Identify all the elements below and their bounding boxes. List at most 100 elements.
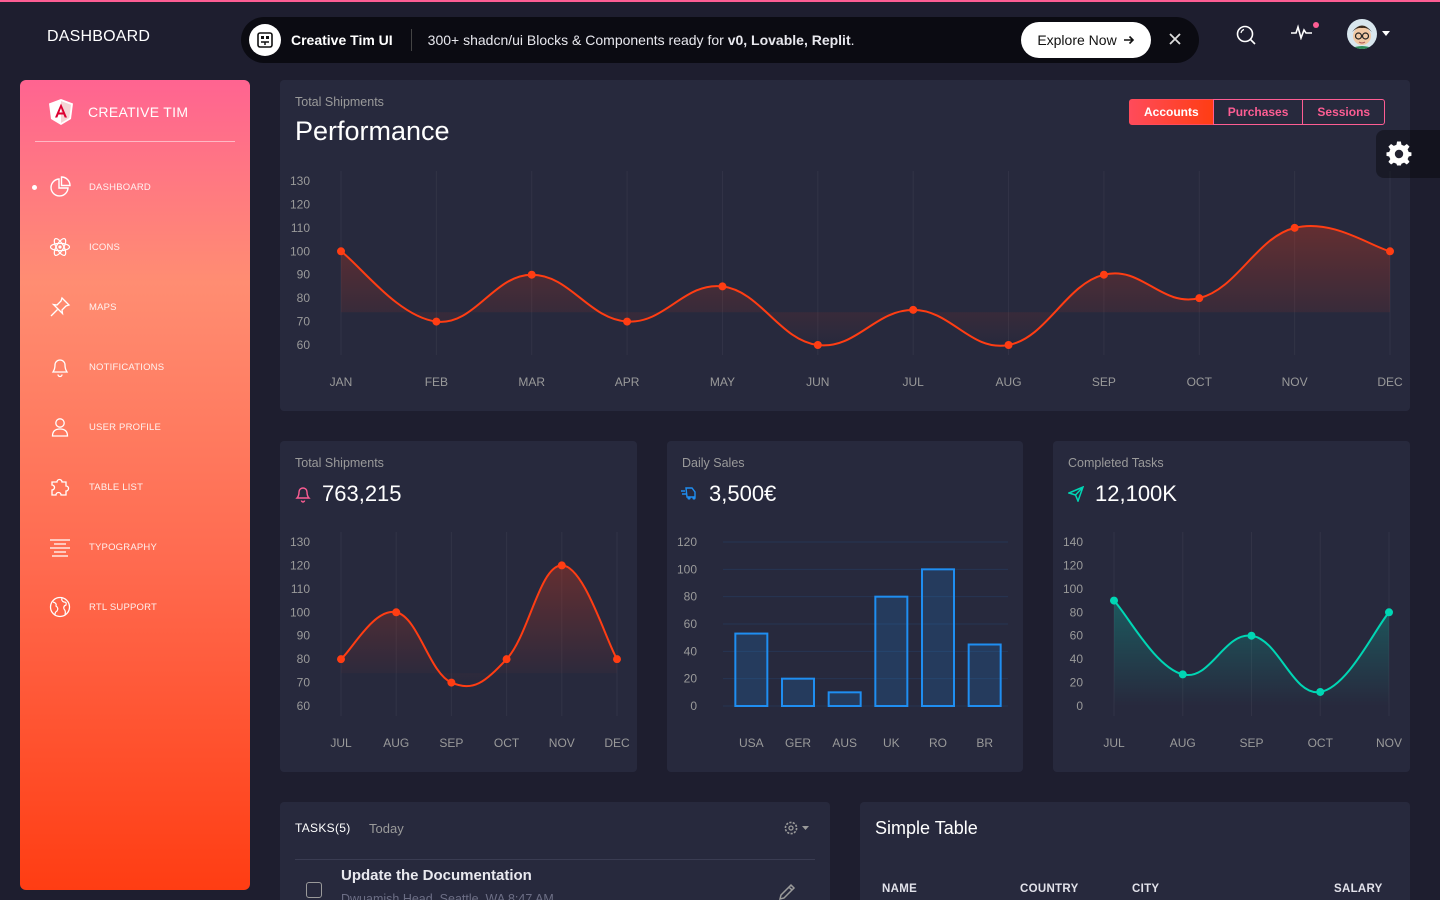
tasks-subtitle: Today xyxy=(369,821,404,836)
close-icon[interactable] xyxy=(1165,29,1185,49)
sidebar-item-table-list[interactable]: TABLE LIST xyxy=(20,467,250,507)
tasks-card: TASKS(5) Today Update the Documentation … xyxy=(280,802,830,900)
task-checkbox[interactable] xyxy=(306,882,322,898)
bell-icon xyxy=(295,487,311,503)
x-tick-label: OCT xyxy=(1308,736,1334,750)
tasks-line-chart: 0 20 40 60 80 100 120 140 JUL AUG SEP OCT NOV xyxy=(1063,532,1402,750)
sidebar-item-maps[interactable]: MAPS xyxy=(20,287,250,327)
x-tick-label: JUL xyxy=(903,375,925,389)
y-tick-label: 70 xyxy=(297,676,311,690)
sidebar-item-label: NOTIFICATIONS xyxy=(89,361,165,373)
explore-now-button[interactable]: Explore Now xyxy=(1021,22,1151,58)
navbar-brand[interactable]: DASHBOARD xyxy=(47,28,151,45)
y-tick-label: 130 xyxy=(290,535,310,549)
y-tick-label: 20 xyxy=(1070,676,1084,690)
bar-group xyxy=(827,691,862,707)
tab-sessions[interactable]: Sessions xyxy=(1302,99,1386,125)
data-point xyxy=(432,317,441,326)
data-point xyxy=(613,655,621,664)
notification-dot xyxy=(1313,22,1319,28)
world-icon xyxy=(49,596,71,618)
completed-tasks-card: Completed Tasks 12,100K 0 20 40 60 80 100 120 1… xyxy=(1053,441,1410,772)
align-center-icon xyxy=(50,539,70,557)
data-point xyxy=(1110,596,1118,605)
data-point xyxy=(1247,631,1256,640)
sidebar-divider xyxy=(35,141,235,142)
y-tick-label: 140 xyxy=(1063,535,1083,549)
x-tick-label: NOV xyxy=(1282,375,1308,389)
avatar[interactable] xyxy=(1347,19,1377,49)
y-tick-label: 60 xyxy=(297,699,311,713)
sidebar-item-typography[interactable]: TYPOGRAPHY xyxy=(20,527,250,567)
data-point xyxy=(527,270,536,279)
bar xyxy=(781,677,815,708)
x-tick-label: MAR xyxy=(518,375,545,389)
x-tick-label: OCT xyxy=(1187,375,1213,389)
y-tick-label: 110 xyxy=(291,221,310,235)
fixed-plugin-button[interactable] xyxy=(1376,130,1440,178)
activity-icon[interactable] xyxy=(1290,24,1314,40)
sidebar-item-label: ICONS xyxy=(89,241,121,253)
sidebar-item-user-profile[interactable]: USER PROFILE xyxy=(20,407,250,447)
y-tick-label: 80 xyxy=(684,590,698,604)
x-tick-label: NOV xyxy=(1376,736,1402,750)
sidebar-item-label: RTL SUPPORT xyxy=(89,601,158,613)
x-tick-label: MAY xyxy=(710,375,735,389)
x-tick-label: JUL xyxy=(330,736,352,750)
x-tick-label: JAN xyxy=(330,375,353,389)
kpi-value: 763,215 xyxy=(322,481,402,506)
y-tick-label: 120 xyxy=(1063,558,1083,572)
sidebar-item-dashboard[interactable]: DASHBOARD xyxy=(20,167,250,207)
column-header-city[interactable]: CITY xyxy=(1132,883,1160,895)
puzzle-icon xyxy=(51,478,70,496)
data-point xyxy=(1178,670,1187,679)
data-point xyxy=(909,305,918,314)
x-tick-label: JUL xyxy=(1103,736,1125,750)
caret-down-icon[interactable] xyxy=(1382,31,1390,36)
y-tick-label: 60 xyxy=(684,617,698,631)
y-tick-label: 40 xyxy=(1070,652,1084,666)
data-point xyxy=(502,655,511,664)
sidebar: CREATIVE TIM DASHBOARD ICONS MAPS NOTIFI… xyxy=(20,80,250,890)
column-header-name[interactable]: NAME xyxy=(882,883,918,895)
sidebar-item-rtl-support[interactable]: RTL SUPPORT xyxy=(20,587,250,627)
x-tick-label: FEB xyxy=(425,375,448,389)
sidebar-item-label: TABLE LIST xyxy=(89,481,144,493)
bar xyxy=(734,632,769,707)
search-icon[interactable] xyxy=(1235,24,1257,46)
bar-group xyxy=(734,632,769,707)
sidebar-brand[interactable]: CREATIVE TIM xyxy=(88,104,189,120)
sidebar-item-label: USER PROFILE xyxy=(89,421,162,433)
x-tick-label: AUG xyxy=(383,736,409,750)
x-tick-label: AUG xyxy=(1170,736,1196,750)
creative-tim-logo-icon xyxy=(249,24,281,56)
tab-accounts[interactable]: Accounts xyxy=(1129,99,1214,125)
y-tick-label: 130 xyxy=(290,174,310,188)
data-point xyxy=(1385,608,1393,617)
area-fill xyxy=(1114,600,1389,706)
promo-name: Creative Tim UI xyxy=(291,32,393,48)
y-tick-label: 80 xyxy=(297,291,311,305)
sidebar-item-icons[interactable]: ICONS xyxy=(20,227,250,267)
y-tick-label: 90 xyxy=(297,629,311,643)
area-fill xyxy=(341,225,1390,346)
sidebar-item-notifications[interactable]: NOTIFICATIONS xyxy=(20,347,250,387)
bar xyxy=(921,568,955,707)
x-tick-label: SEP xyxy=(1239,736,1263,750)
y-tick-label: 120 xyxy=(290,558,310,572)
y-tick-label: 110 xyxy=(291,582,310,596)
pin-icon xyxy=(50,296,71,317)
card-title: Performance xyxy=(295,116,450,146)
performance-card: Total Shipments Performance Accounts Pur… xyxy=(280,80,1410,411)
pencil-icon[interactable] xyxy=(777,882,797,900)
data-point xyxy=(1290,223,1299,232)
y-tick-label: 60 xyxy=(1070,629,1084,643)
data-point xyxy=(1316,687,1325,696)
bar-group xyxy=(781,677,815,708)
column-header-country[interactable]: COUNTRY xyxy=(1020,883,1079,895)
settings-dropdown-icon[interactable] xyxy=(782,820,812,836)
card-category: Total Shipments xyxy=(295,95,384,109)
y-tick-label: 120 xyxy=(677,535,697,549)
column-header-salary[interactable]: SALARY xyxy=(1334,883,1383,895)
y-tick-label: 0 xyxy=(690,699,697,713)
